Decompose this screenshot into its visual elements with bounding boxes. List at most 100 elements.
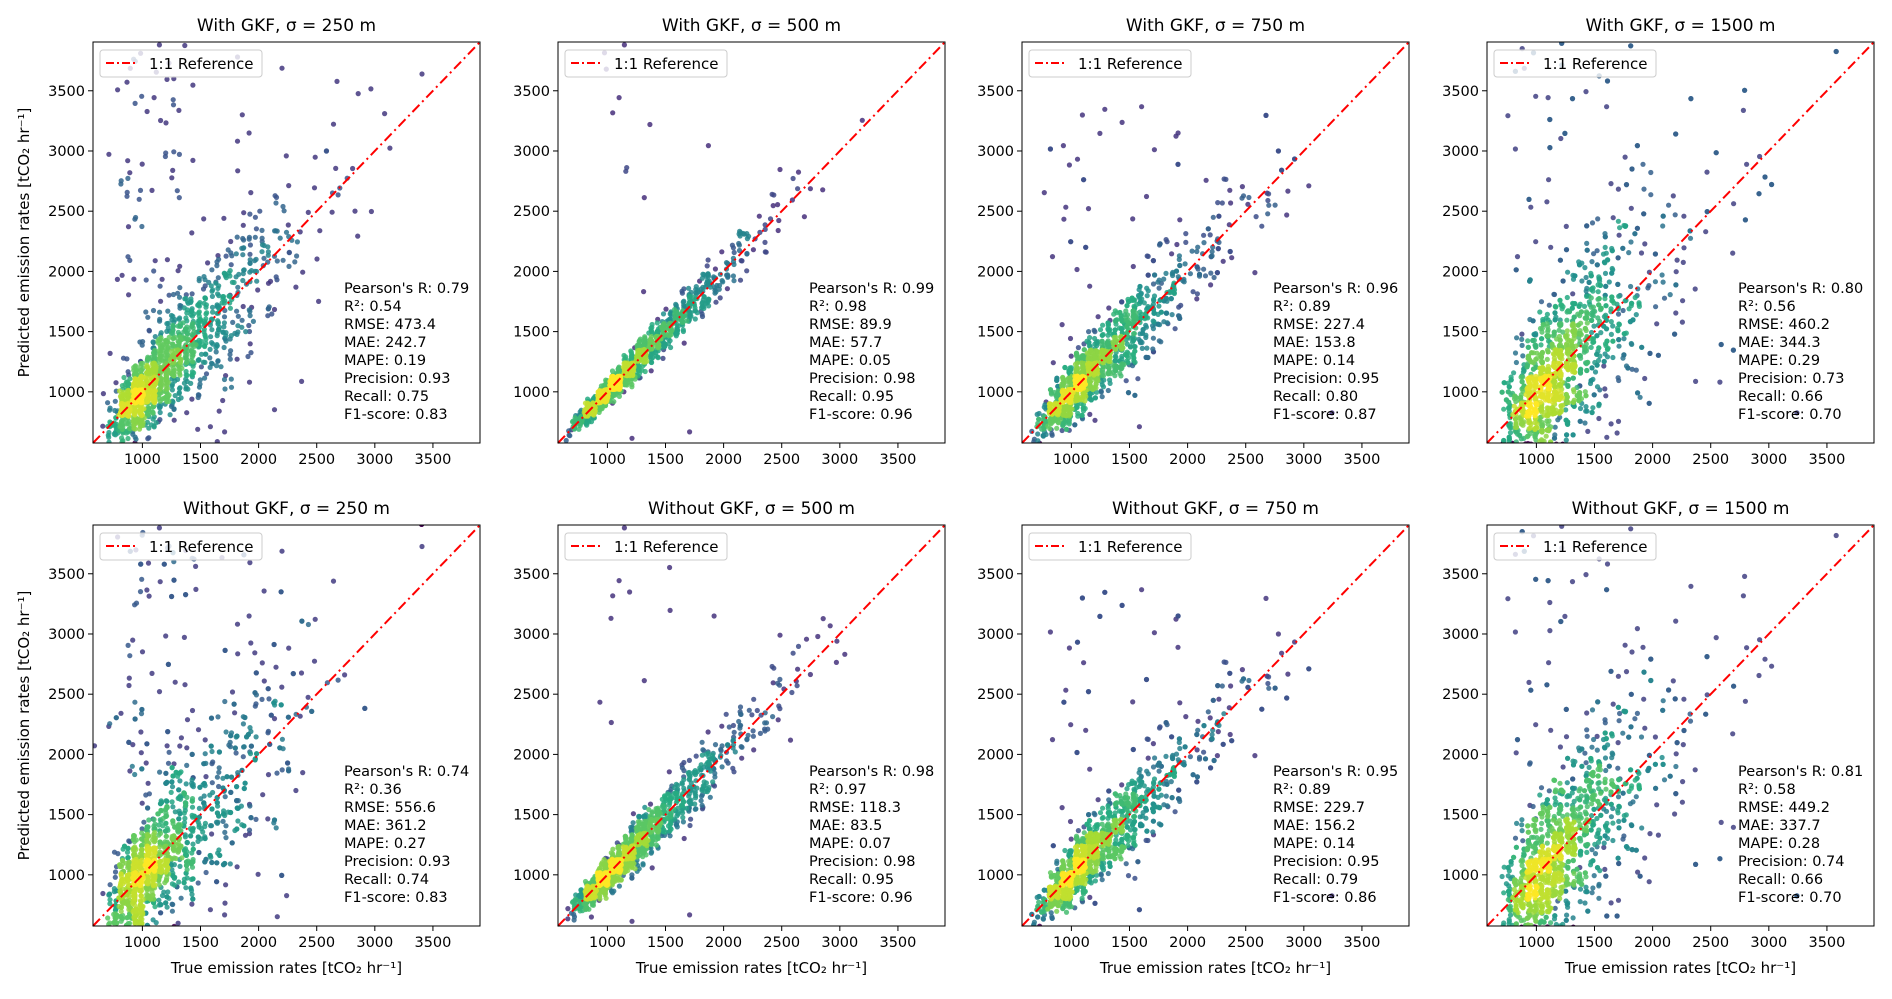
data-point bbox=[248, 242, 253, 247]
data-point bbox=[235, 357, 240, 362]
data-point bbox=[284, 153, 289, 158]
data-point bbox=[126, 410, 131, 415]
x-tick-label: 1500 bbox=[1111, 452, 1148, 468]
data-point bbox=[1132, 393, 1137, 398]
data-point bbox=[649, 339, 654, 344]
data-point bbox=[1100, 394, 1105, 399]
data-point bbox=[1583, 409, 1588, 414]
data-point bbox=[171, 102, 176, 107]
data-point bbox=[1508, 430, 1513, 435]
data-point bbox=[1638, 395, 1643, 400]
data-point bbox=[674, 309, 679, 314]
data-point bbox=[286, 183, 291, 188]
data-point bbox=[121, 392, 126, 397]
y-tick-label: 2000 bbox=[513, 264, 550, 280]
data-point bbox=[713, 300, 718, 305]
data-point bbox=[1591, 336, 1596, 341]
data-point bbox=[1616, 219, 1621, 224]
data-point bbox=[1502, 380, 1507, 385]
data-point bbox=[1108, 381, 1113, 386]
data-point bbox=[196, 358, 201, 363]
data-point bbox=[1501, 456, 1506, 461]
data-point bbox=[1639, 250, 1644, 255]
data-point bbox=[629, 352, 634, 357]
data-point bbox=[1120, 120, 1125, 125]
data-point bbox=[106, 430, 111, 435]
data-point bbox=[1119, 299, 1124, 304]
data-point bbox=[1555, 417, 1560, 422]
data-point bbox=[1063, 413, 1068, 418]
data-point bbox=[138, 364, 143, 369]
stat-text: Pearson's R: 0.99 bbox=[809, 281, 934, 297]
data-point bbox=[1068, 336, 1073, 341]
data-point bbox=[1572, 273, 1577, 278]
data-point bbox=[1592, 392, 1597, 397]
data-point bbox=[202, 343, 207, 348]
data-point bbox=[273, 193, 278, 198]
data-point bbox=[1113, 327, 1118, 332]
data-point bbox=[1118, 366, 1123, 371]
data-point bbox=[1578, 406, 1583, 411]
data-point bbox=[1177, 316, 1182, 321]
data-point bbox=[1093, 356, 1098, 361]
data-point bbox=[775, 202, 780, 207]
subplot: 1000100015001500200020002500250030003000… bbox=[1442, 0, 1874, 491]
data-point bbox=[1054, 376, 1059, 381]
stat-text: F1-score: 0.96 bbox=[809, 407, 913, 423]
data-point bbox=[247, 252, 252, 257]
data-point bbox=[1566, 308, 1571, 313]
data-point bbox=[1284, 212, 1289, 217]
data-point bbox=[1124, 378, 1129, 383]
data-point bbox=[278, 236, 283, 241]
data-point bbox=[1578, 419, 1583, 424]
data-point bbox=[1625, 365, 1630, 370]
data-point bbox=[796, 170, 801, 175]
data-point bbox=[731, 273, 736, 278]
data-point bbox=[1633, 295, 1638, 300]
data-point bbox=[189, 347, 194, 352]
data-point bbox=[713, 266, 718, 271]
data-point bbox=[776, 218, 781, 223]
data-point bbox=[248, 190, 253, 195]
data-point bbox=[1558, 303, 1563, 308]
data-point bbox=[166, 394, 171, 399]
data-point bbox=[1693, 286, 1698, 291]
data-point bbox=[1074, 351, 1079, 356]
data-point bbox=[1066, 376, 1071, 381]
data-point bbox=[113, 450, 118, 455]
data-point bbox=[1067, 421, 1072, 426]
data-point bbox=[145, 109, 150, 114]
data-point bbox=[1519, 337, 1524, 342]
data-point bbox=[1204, 178, 1209, 183]
data-point bbox=[274, 277, 279, 282]
data-point bbox=[215, 343, 220, 348]
data-point bbox=[355, 234, 360, 239]
data-point bbox=[719, 249, 724, 254]
data-point bbox=[1285, 189, 1290, 194]
y-tick-label: 1500 bbox=[48, 325, 85, 341]
data-point bbox=[1589, 365, 1594, 370]
data-point bbox=[590, 411, 595, 416]
data-point bbox=[1582, 420, 1587, 425]
data-point bbox=[265, 244, 270, 249]
data-point bbox=[1526, 345, 1531, 350]
data-point bbox=[1107, 369, 1112, 374]
data-point bbox=[1553, 317, 1558, 322]
data-point bbox=[177, 385, 182, 390]
data-point bbox=[1527, 279, 1532, 284]
data-point bbox=[1590, 405, 1595, 410]
data-point bbox=[1220, 200, 1225, 205]
data-point bbox=[1610, 339, 1615, 344]
data-point bbox=[1507, 384, 1512, 389]
data-point bbox=[157, 42, 162, 47]
data-point bbox=[1157, 286, 1162, 291]
data-point bbox=[1601, 363, 1606, 368]
data-point bbox=[1572, 301, 1577, 306]
data-point bbox=[120, 439, 125, 444]
data-point bbox=[208, 334, 213, 339]
data-point bbox=[1594, 352, 1599, 357]
data-point bbox=[295, 239, 300, 244]
data-point bbox=[1641, 187, 1646, 192]
data-point bbox=[1131, 264, 1136, 269]
data-point bbox=[203, 296, 208, 301]
